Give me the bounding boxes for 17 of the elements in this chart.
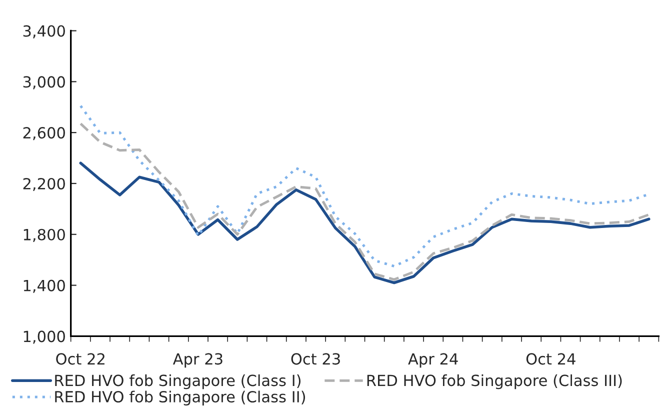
legend-label: RED HVO fob Singapore (Class II) <box>55 390 305 406</box>
y-tick-label: 2,200 <box>23 178 65 192</box>
y-tick-label: 1,000 <box>24 330 65 344</box>
y-tick-label: 3,000 <box>23 76 65 90</box>
y-tick-label: 1,400 <box>24 280 65 293</box>
line-series <box>79 162 650 284</box>
line-series <box>79 122 650 281</box>
y-tick-label: 2,600 <box>23 127 65 140</box>
legend-label: RED HVO fob Singapore (Class III) <box>367 374 622 390</box>
x-tick-label: Oct 23 <box>291 353 340 365</box>
x-tick-label: Apr 23 <box>172 353 222 368</box>
x-tick-label: Apr 24 <box>408 353 458 368</box>
legend-label: RED HVO fob Singapore (Class I) <box>55 374 300 390</box>
x-tick-label: Oct 24 <box>526 353 576 365</box>
x-tick-label: Oct 22 <box>56 353 104 365</box>
y-tick-label: 1,800 <box>24 228 65 242</box>
y-tick-label: 3,400 <box>23 25 65 38</box>
